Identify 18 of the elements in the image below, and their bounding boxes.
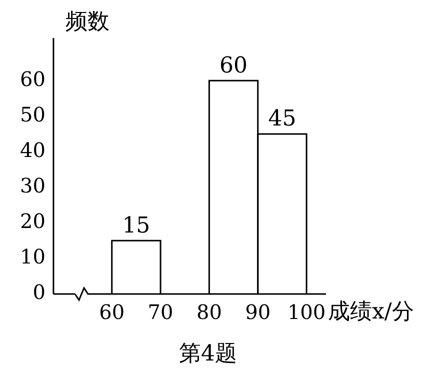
y-axis-title: 频数: [65, 10, 110, 35]
y-tick-label: 10: [20, 244, 46, 269]
y-tick-label: 60: [20, 66, 46, 91]
x-tick-label: 70: [148, 300, 174, 324]
y-tick-label: 50: [20, 102, 46, 126]
x-tick-label: 100: [287, 300, 326, 324]
data-label: 60: [220, 53, 248, 78]
x-tick-label: 60: [99, 300, 125, 324]
y-tick-label: 20: [20, 209, 46, 234]
x-axis-title: 成绩x/分: [328, 300, 414, 325]
y-tick-label: 0: [32, 280, 46, 304]
x-tick-label: 90: [245, 300, 271, 324]
data-label: 45: [268, 106, 296, 132]
text: 第4题: [179, 342, 237, 367]
data-label: 15: [122, 213, 150, 238]
y-tick-label: 30: [20, 174, 46, 198]
y-tick-label: 40: [20, 138, 46, 162]
x-tick-label: 80: [196, 300, 222, 324]
